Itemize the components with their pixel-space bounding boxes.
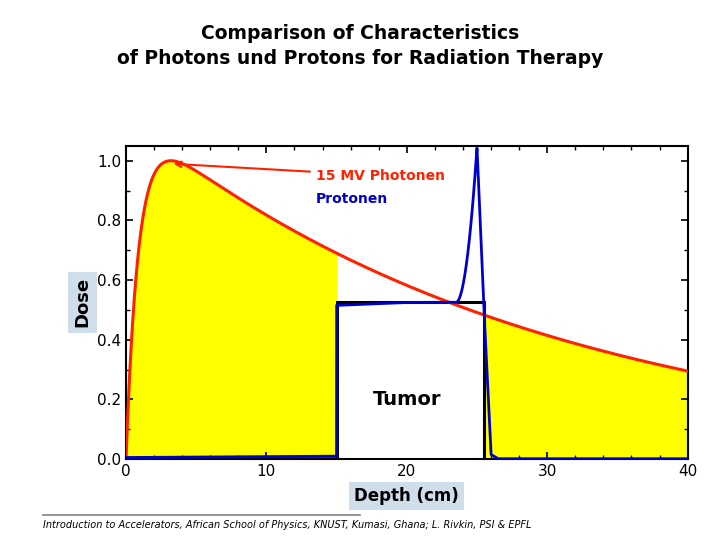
X-axis label: Depth (cm): Depth (cm) [354,487,459,505]
Bar [337,302,484,459]
Text: Comparison of Characteristics
of Photons und Protons for Radiation Therapy: Comparison of Characteristics of Photons… [117,24,603,68]
Text: 15 MV Photonen: 15 MV Photonen [176,161,444,183]
Text: Protonen: Protonen [315,192,388,206]
Text: Introduction to Accelerators, African School of Physics, KNUST, Kumasi, Ghana; L: Introduction to Accelerators, African Sc… [43,520,531,530]
Y-axis label: Dose: Dose [73,278,91,327]
Text: Tumor: Tumor [372,390,441,409]
